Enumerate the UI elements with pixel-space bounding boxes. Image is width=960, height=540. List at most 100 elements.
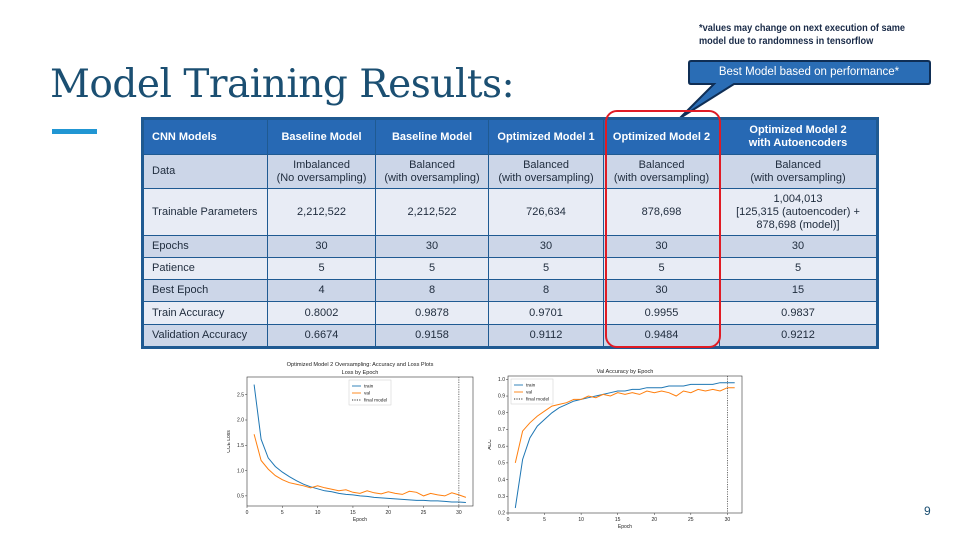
table-cell: 0.9955 xyxy=(603,301,720,325)
table-cell: Balanced (with oversampling) xyxy=(375,153,489,190)
table-cell: 30 xyxy=(488,234,604,259)
y-tick-label: 0.6 xyxy=(498,444,505,450)
y-tick-label: 0.7 xyxy=(498,427,505,433)
page-number: 9 xyxy=(924,504,931,518)
x-tick-label: 25 xyxy=(688,517,694,523)
table-cell: 8 xyxy=(488,279,604,303)
table-cell: 5 xyxy=(603,257,720,281)
column-header-5: Optimized Model 2 xyxy=(603,119,720,155)
column-header-6: Optimized Model 2 with Autoencoders xyxy=(719,119,877,155)
cell-text-line: 30 xyxy=(425,239,439,252)
chart-suptitle: Optimized Model 2 Oversampling: Accuracy… xyxy=(287,362,434,368)
x-tick-label: 10 xyxy=(578,517,584,523)
legend-box xyxy=(510,378,554,405)
cell-text-line: 0.8002 xyxy=(304,306,339,319)
column-header-4: Optimized Model 1 xyxy=(488,119,604,155)
cell-text-line: 878,698 xyxy=(641,205,682,218)
series-line-train xyxy=(514,382,735,509)
legend-box xyxy=(348,379,392,406)
cell-text-line: 30 xyxy=(791,239,805,252)
results-table: CNN Models Baseline Model Baseline Model Op… xyxy=(141,117,879,349)
column-header-text-line: with Autoencoders xyxy=(748,137,848,149)
x-axis-label: Epoch xyxy=(353,517,367,523)
row-label: Trainable Parameters xyxy=(143,188,268,236)
table-row-train-accuracy: Train Accuracy 0.8002 0.9878 0.9701 0.9955 0.… xyxy=(143,301,877,325)
cell-text-line: [125,315 (autoencoder) + xyxy=(736,205,860,218)
table-cell: 15 xyxy=(719,279,877,303)
table-row-patience: Patience 5 5 5 5 5 xyxy=(143,257,877,281)
table-cell: 726,634 xyxy=(488,188,604,236)
cell-text-line: (No oversampling) xyxy=(276,171,367,184)
table-cell: 0.9837 xyxy=(719,301,877,325)
y-tick-label: 0.5 xyxy=(498,461,505,467)
y-axis-label: CCE Loss xyxy=(227,430,232,453)
cell-text-line: 0.9955 xyxy=(644,306,679,319)
y-tick-label: 2.0 xyxy=(237,418,244,424)
column-header-2: Baseline Model xyxy=(267,119,376,155)
cell-text-line: 0.9112 xyxy=(529,328,563,341)
table-cell: 30 xyxy=(603,279,720,303)
y-tick-label: 1.0 xyxy=(237,468,244,474)
cell-text-line: 15 xyxy=(791,284,805,297)
table-cell: 0.9701 xyxy=(488,301,604,325)
table-cell: 5 xyxy=(375,257,489,281)
table-cell: 0.9112 xyxy=(488,323,604,348)
cell-text-line: 0.6674 xyxy=(304,328,339,341)
legend-label: final model xyxy=(364,398,387,404)
y-tick-label: 0.9 xyxy=(498,394,505,400)
x-tick-label: 30 xyxy=(725,517,731,523)
best-model-callout-shape xyxy=(679,60,931,119)
y-axis-label: ACC xyxy=(488,439,493,450)
cell-text-line: 4 xyxy=(318,284,325,297)
cell-text-line: 2,212,522 xyxy=(297,205,346,218)
table-cell: Imbalanced (No oversampling) xyxy=(267,153,376,190)
row-label: Validation Accuracy xyxy=(143,323,268,348)
table-row-epochs: Epochs 30 30 30 30 30 xyxy=(143,234,877,259)
table-cell: 8 xyxy=(375,279,489,303)
note-line-1: *values may change on next execution of … xyxy=(699,23,906,34)
table-header-row: CNN Models Baseline Model Baseline Model Op… xyxy=(143,119,877,155)
cell-text-line: 5 xyxy=(428,262,436,275)
x-tick-label: 0 xyxy=(507,517,510,523)
column-header-text-line: Baseline Model xyxy=(391,130,473,143)
x-tick-label: 20 xyxy=(651,517,657,523)
cell-text-line: 30 xyxy=(539,239,553,252)
x-tick-label: 5 xyxy=(543,517,546,523)
x-tick-label: 10 xyxy=(315,510,321,516)
cell-text-line: 0.9701 xyxy=(529,306,563,319)
column-header-text-line: Optimized Model 2 xyxy=(749,124,847,136)
x-tick-label: 25 xyxy=(421,510,427,516)
title-underline xyxy=(52,129,97,134)
table-cell: 5 xyxy=(719,257,877,281)
x-tick-label: 30 xyxy=(456,510,462,516)
table-cell: 30 xyxy=(375,234,489,259)
slide-title: Model Training Results: xyxy=(50,62,515,107)
table-cell: 878,698 xyxy=(603,188,720,236)
cell-text-line: Balanced xyxy=(523,158,569,171)
table-cell: 2,212,522 xyxy=(267,188,376,236)
table-cell: Balanced (with oversampling) xyxy=(603,153,720,190)
table-cell: 5 xyxy=(267,257,376,281)
x-tick-label: 15 xyxy=(350,510,356,516)
cell-text-line: 0.9158 xyxy=(415,328,449,341)
plot-frame xyxy=(507,375,743,514)
cell-text-line: 2,212,522 xyxy=(407,205,457,218)
legend-label: train xyxy=(364,384,374,390)
row-label: Patience xyxy=(143,257,268,281)
cell-text-line: 5 xyxy=(542,262,550,275)
x-tick-label: 0 xyxy=(246,510,249,516)
cell-text-line: 8 xyxy=(428,284,436,297)
row-label: Epochs xyxy=(143,234,268,259)
column-header-text-line: Baseline Model xyxy=(281,130,362,143)
cell-text-line: 5 xyxy=(318,262,325,275)
cell-text-line: Balanced xyxy=(409,158,455,171)
table-cell: 1,004,013 [125,315 (autoencoder) +878,698… xyxy=(719,188,877,236)
randomness-note: *values may change on next execution of … xyxy=(699,22,924,48)
cell-text-line: Balanced xyxy=(638,158,685,171)
legend-label: val xyxy=(526,390,532,396)
table-cell: 2,212,522 xyxy=(375,188,489,236)
best-model-callout-text: Best Model based on performance* xyxy=(718,66,900,78)
table-row-trainable-parameters: Trainable Parameters 2,212,522 2,212,522 72… xyxy=(143,188,877,236)
y-tick-label: 2.5 xyxy=(237,392,244,398)
cell-text-line: Imbalanced xyxy=(293,158,350,171)
